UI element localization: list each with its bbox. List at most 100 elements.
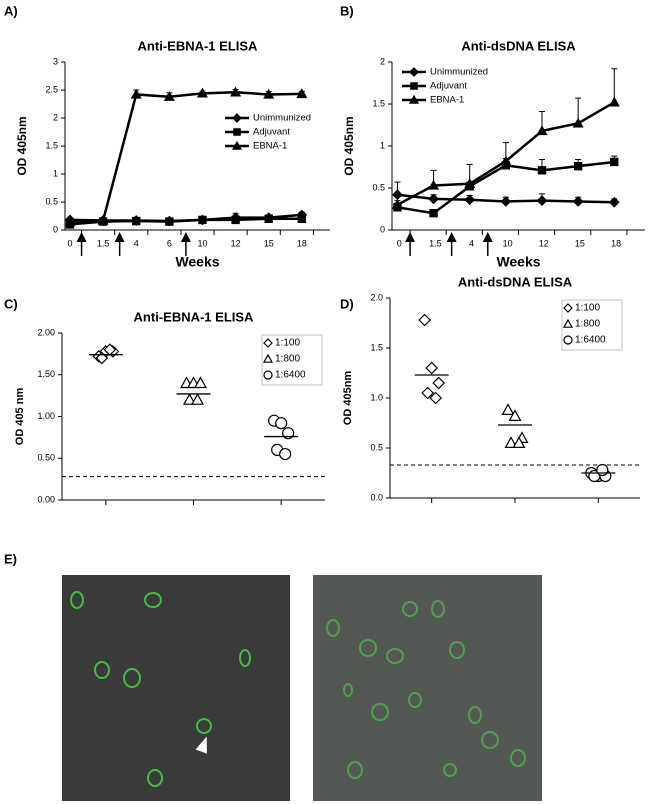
marker [572,117,584,128]
x-tick-label: 1.5 [97,238,110,248]
legend-marker [408,94,420,104]
marker [421,386,435,400]
marker [130,88,142,99]
x-tick-label: 12 [231,238,241,248]
immunization-arrowhead [405,232,416,242]
x-tick-label: 0 [67,238,72,248]
marker [429,391,443,405]
legend-label: 1:6400 [275,370,306,381]
y-axis-label: OD 405nm [342,371,354,426]
legend-marker [231,140,243,150]
marker [64,215,76,226]
marker [165,217,174,226]
legend-marker [409,67,419,77]
y-tick-label: 0 [53,224,58,234]
chart-title: Anti-dsDNA ELISA [461,38,576,53]
marker [536,125,548,136]
marker [432,376,446,390]
x-tick-label: 15 [264,238,274,248]
immunization-arrowhead [482,232,493,242]
y-tick-label: 0.5 [45,196,58,206]
marker [608,196,620,208]
chart-title: Anti-EBNA-1 ELISA [138,38,259,53]
marker [508,409,522,421]
marker [196,87,208,98]
x-tick-label: 18 [297,238,307,248]
y-tick-label: 2 [53,112,58,122]
y-tick-label: 1.00 [37,411,55,421]
legend-marker [263,370,273,380]
marker [231,215,240,225]
marker [464,194,476,206]
y-tick-label: 1.50 [37,369,55,379]
legend-label: 1:800 [275,354,300,365]
marker [264,214,273,223]
legend-marker [563,335,573,345]
legend-marker [262,353,274,363]
series-line [69,90,302,223]
y-tick-label: 1.5 [45,140,58,150]
x-axis-label: Weeks [496,254,540,270]
marker [464,178,476,188]
chart-title: Anti-dsDNA ELISA [458,274,573,289]
y-tick-label: 0.5 [372,182,385,192]
y-tick-label: 1 [380,140,385,150]
y-tick-label: 0.0 [370,492,383,502]
marker [428,179,440,190]
marker [512,436,526,448]
legend-marker [410,82,418,90]
marker [500,196,512,207]
marker [428,193,439,205]
x-tick-label: 18 [611,238,621,248]
marker [193,376,208,389]
marker [537,166,547,175]
marker [392,189,403,201]
marker [536,195,548,206]
immunization-arrowhead [180,232,191,242]
x-tick-label: 4 [134,238,139,248]
legend-label: 1:6400 [575,335,606,346]
y-tick-label: 2.0 [370,292,383,302]
marker [182,393,197,405]
y-tick-label: 1.5 [372,98,385,108]
y-tick-label: 1.5 [370,342,383,352]
marker [418,313,432,327]
y-tick-label: 0 [380,224,385,234]
x-tick-label: 1.5 [429,238,442,248]
y-tick-label: 1.0 [370,392,383,402]
immunization-arrowhead [76,232,87,242]
legend-marker [263,338,273,348]
marker [297,214,307,223]
marker [279,447,292,461]
x-tick-label: 10 [503,238,513,248]
x-axis-label: Weeks [175,254,219,270]
marker [263,88,275,99]
y-tick-label: 0.5 [370,442,383,452]
legend-marker [563,303,573,313]
marker [190,393,205,405]
marker [132,216,141,226]
marker [163,90,175,101]
marker [573,161,583,171]
marker [610,157,619,167]
legend-marker [233,128,241,136]
marker [275,417,288,430]
legend-label: Unimmunized [430,67,488,78]
marker [97,214,109,225]
panel-label: C) [4,296,18,311]
micrograph-right [313,575,542,801]
marker [391,199,403,209]
y-axis-label: OD 405nm [15,116,29,175]
x-tick-label: 4 [469,238,474,248]
marker [504,436,518,448]
legend-label: EBNA-1 [253,141,287,152]
x-tick-label: 0 [397,238,402,248]
x-tick-label: 15 [575,238,585,248]
panel-label: D) [340,296,354,311]
panel-label: B) [340,3,354,18]
marker [198,215,207,225]
x-tick-label: 6 [167,238,172,248]
legend-label: Adjuvant [430,81,467,92]
y-tick-label: 2.5 [45,84,58,94]
